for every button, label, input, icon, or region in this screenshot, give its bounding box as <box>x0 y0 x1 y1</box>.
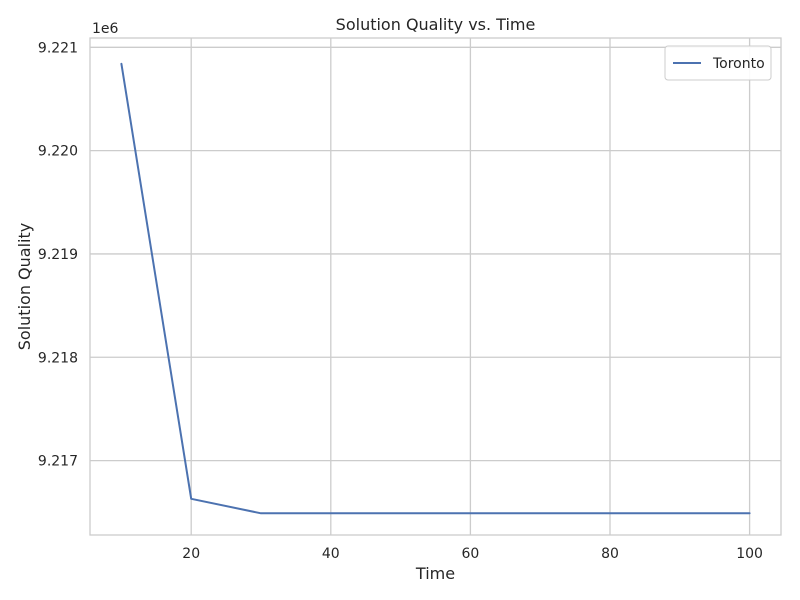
legend-label: Toronto <box>712 56 765 72</box>
x-tick-label: 20 <box>182 546 200 562</box>
tick-labels: 20 40 60 80 100 9.217 9.218 9.219 9.220 9.221 <box>38 40 763 562</box>
plot-frame <box>89 37 782 536</box>
grid <box>90 38 781 535</box>
x-axis-label: Time <box>415 564 455 583</box>
series-group <box>120 62 751 515</box>
series-line-toronto <box>120 62 751 515</box>
y-axis-label: Solution Quality <box>15 223 34 350</box>
chart-title: Solution Quality vs. Time <box>336 15 536 34</box>
x-tick-label: 100 <box>736 546 763 562</box>
legend-box <box>664 45 772 81</box>
y-tick-label: 9.217 <box>38 454 78 470</box>
x-tick-label: 40 <box>322 546 340 562</box>
y-tick-label: 9.218 <box>38 350 78 366</box>
y-tick-label: 9.219 <box>38 247 78 263</box>
legend: Toronto <box>664 45 772 81</box>
x-tick-label: 60 <box>461 546 479 562</box>
y-tick-label: 9.220 <box>38 144 78 160</box>
x-tick-label: 80 <box>601 546 619 562</box>
y-offset-label: 1e6 <box>92 21 119 37</box>
y-tick-label: 9.221 <box>38 40 78 56</box>
